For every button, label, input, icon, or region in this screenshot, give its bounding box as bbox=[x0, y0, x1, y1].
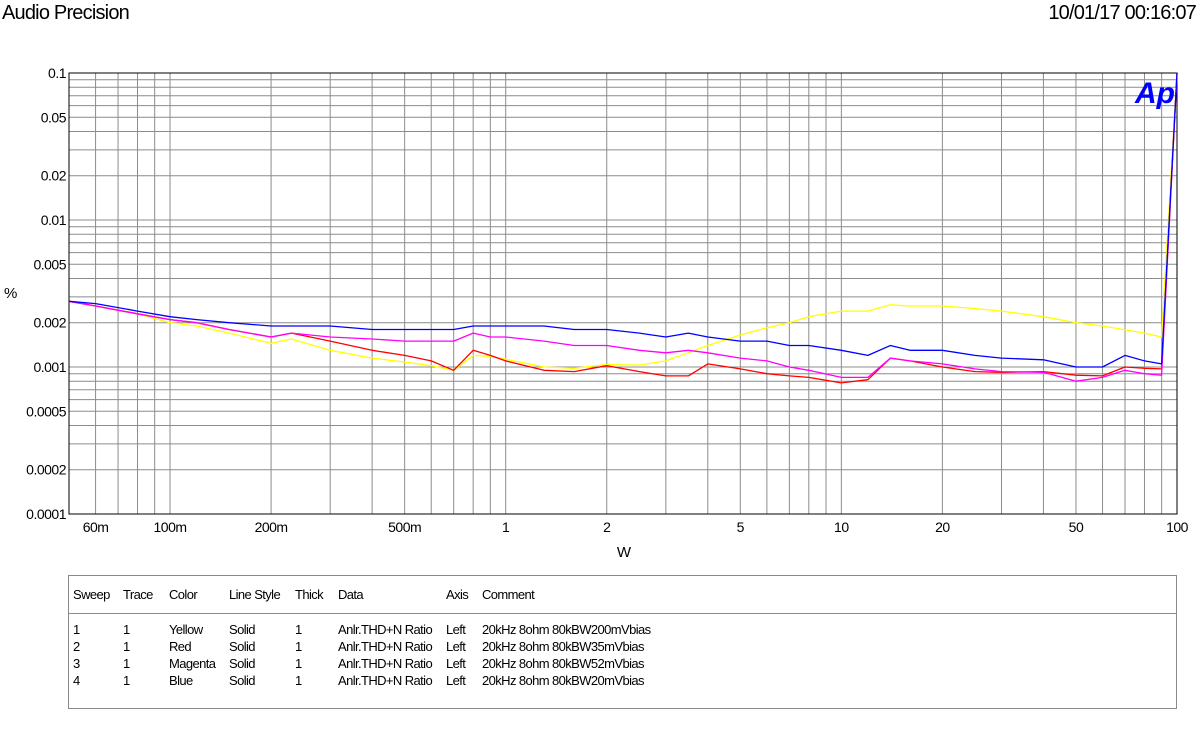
thd-n-chart: 60m 100m 200m 500m 1 2 5 10 20 50 100 0.1 0.05 0.02 0.… bbox=[4, 65, 1189, 561]
tick-labels: 60m 100m 200m 500m 1 2 5 10 20 50 100 0.1 0.05 0.02 0.… bbox=[26, 65, 1189, 535]
legend-cell-sweep: 2 bbox=[73, 639, 80, 654]
legend-cell-trace: 1 bbox=[123, 673, 130, 688]
legend-cell-trace: 1 bbox=[123, 639, 130, 654]
legend-cell-color: Blue bbox=[169, 673, 193, 688]
legend-cell-color: Magenta bbox=[169, 656, 216, 671]
legend-cell-data: Anlr.THD+N Ratio bbox=[338, 622, 433, 637]
legend-header-color: Color bbox=[169, 587, 198, 602]
legend-cell-data: Anlr.THD+N Ratio bbox=[338, 656, 433, 671]
legend-header-sweep: Sweep bbox=[73, 587, 110, 602]
series-line-red bbox=[68, 72, 1178, 384]
legend-cell-comment: 20kHz 8ohm 80kBW52mVbias bbox=[482, 656, 645, 671]
x-tick-label: 20 bbox=[935, 519, 950, 535]
x-tick-label: 60m bbox=[83, 519, 109, 535]
legend-cell-thick: 1 bbox=[295, 673, 302, 688]
series-lines bbox=[68, 72, 1178, 384]
y-tick-label: 0.0001 bbox=[26, 506, 67, 522]
legend-header-axis: Axis bbox=[446, 587, 469, 602]
y-tick-label: 0.1 bbox=[48, 65, 67, 81]
legend-cell-sweep: 3 bbox=[73, 656, 80, 671]
y-tick-label: 0.001 bbox=[33, 359, 66, 375]
series-line-magenta bbox=[68, 72, 1178, 382]
legend-cell-trace: 1 bbox=[123, 622, 130, 637]
ap-logo: Ap bbox=[1134, 77, 1175, 110]
y-tick-label: 0.005 bbox=[33, 256, 66, 272]
legend-cell-axis: Left bbox=[446, 656, 466, 671]
x-tick-label: 100 bbox=[1166, 519, 1189, 535]
legend-cell-sweep: 4 bbox=[73, 673, 80, 688]
legend-cell-sweep: 1 bbox=[73, 622, 80, 637]
legend-cell-data: Anlr.THD+N Ratio bbox=[338, 639, 433, 654]
x-tick-label: 10 bbox=[834, 519, 849, 535]
legend-header-comment: Comment bbox=[482, 587, 535, 602]
plot-frame bbox=[68, 72, 1178, 515]
x-tick-label: 1 bbox=[502, 519, 510, 535]
series-line-yellow bbox=[68, 72, 1178, 371]
legend-cell-trace: 1 bbox=[123, 656, 130, 671]
legend-cell-linestyle: Solid bbox=[229, 622, 256, 637]
y-tick-label: 0.05 bbox=[41, 109, 67, 125]
x-tick-label: 5 bbox=[737, 519, 745, 535]
legend-cell-axis: Left bbox=[446, 622, 466, 637]
legend-header-thick: Thick bbox=[295, 587, 324, 602]
x-tick-label: 2 bbox=[603, 519, 611, 535]
x-axis-label: W bbox=[617, 544, 632, 561]
legend-cell-color: Red bbox=[169, 639, 192, 654]
app-title: Audio Precision bbox=[2, 2, 130, 24]
legend-cell-comment: 20kHz 8ohm 80kBW35mVbias bbox=[482, 639, 645, 654]
y-tick-label: 0.02 bbox=[41, 168, 67, 184]
x-tick-label: 100m bbox=[154, 519, 187, 535]
x-tick-label: 200m bbox=[255, 519, 288, 535]
legend-divider bbox=[69, 613, 1176, 614]
timestamp: 10/01/17 00:16:07 bbox=[1048, 2, 1196, 24]
x-tick-label: 500m bbox=[388, 519, 421, 535]
y-tick-label: 0.01 bbox=[41, 212, 67, 228]
legend-header-data: Data bbox=[338, 587, 364, 602]
legend-cell-axis: Left bbox=[446, 673, 466, 688]
series-line-blue bbox=[68, 72, 1178, 368]
legend-cell-thick: 1 bbox=[295, 622, 302, 637]
y-tick-label: 0.0005 bbox=[26, 403, 67, 419]
legend-cell-thick: 1 bbox=[295, 639, 302, 654]
legend-cell-color: Yellow bbox=[169, 622, 203, 637]
y-axis-label: % bbox=[4, 285, 17, 302]
legend-header-trace: Trace bbox=[123, 587, 153, 602]
legend-table: Sweep Trace Color Line Style Thick Data Axis Co… bbox=[68, 575, 1177, 709]
y-tick-label: 0.0002 bbox=[26, 462, 67, 478]
legend-cell-data: Anlr.THD+N Ratio bbox=[338, 673, 433, 688]
legend-cell-comment: 20kHz 8ohm 80kBW20mVbias bbox=[482, 673, 645, 688]
legend-cell-thick: 1 bbox=[295, 656, 302, 671]
legend-header-linestyle: Line Style bbox=[229, 587, 281, 602]
legend-cell-linestyle: Solid bbox=[229, 639, 256, 654]
legend-cell-axis: Left bbox=[446, 639, 466, 654]
legend-cell-linestyle: Solid bbox=[229, 656, 256, 671]
legend-cell-linestyle: Solid bbox=[229, 673, 256, 688]
grid-lines bbox=[69, 73, 1177, 514]
y-tick-label: 0.002 bbox=[33, 315, 66, 331]
legend-cell-comment: 20kHz 8ohm 80kBW200mVbias bbox=[482, 622, 651, 637]
x-tick-label: 50 bbox=[1069, 519, 1084, 535]
